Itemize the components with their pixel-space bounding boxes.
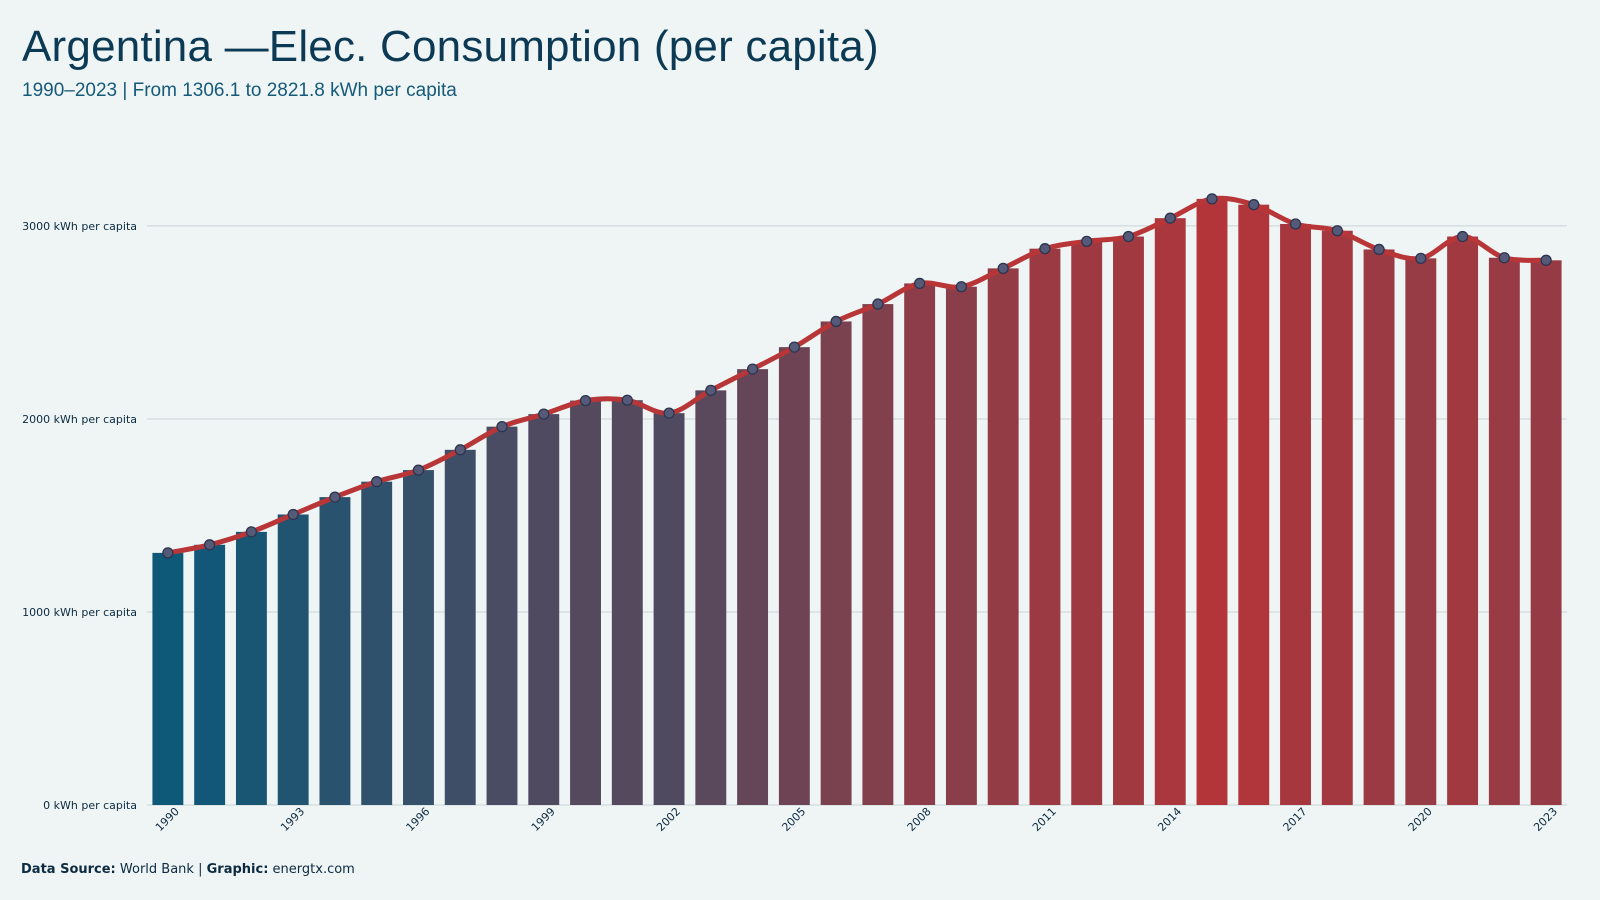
point-1995 <box>371 476 383 488</box>
y-tick-label: 1000 kWh per capita <box>22 606 137 619</box>
bar-2018 <box>1321 230 1353 805</box>
point-2011 <box>1039 243 1051 255</box>
bar-1997 <box>444 449 476 805</box>
bar-2001 <box>611 400 643 805</box>
x-tick-label: 1993 <box>278 805 307 834</box>
bar-1996 <box>403 470 434 805</box>
point-2019 <box>1373 243 1385 256</box>
point-1997 <box>454 444 466 456</box>
bar-1990 <box>152 552 184 805</box>
y-tick-label: 2000 kWh per capita <box>22 413 137 426</box>
point-2021 <box>1456 230 1469 243</box>
chart-subtitle: 1990–2023 | From 1306.1 to 2821.8 kWh pe… <box>22 80 457 101</box>
x-axis: 1990 1993 1996 1999 2002 2005 2008 2011 2014 2017… <box>153 805 1560 834</box>
bar-2017 <box>1280 223 1311 806</box>
point-2014 <box>1164 212 1176 224</box>
bar-2010 <box>987 268 1019 806</box>
bar-2009 <box>945 286 977 805</box>
point-2020 <box>1415 252 1427 264</box>
bar-2006 <box>820 321 852 805</box>
x-tick-label: 2020 <box>1406 805 1435 834</box>
bar-layer <box>152 198 1562 806</box>
bar-2020 <box>1405 258 1437 805</box>
x-tick-label: 2002 <box>654 805 683 834</box>
bar-2016 <box>1238 204 1270 805</box>
point-2002 <box>663 407 675 419</box>
point-2013 <box>1122 230 1135 243</box>
point-1993 <box>287 508 299 521</box>
bar-2021 <box>1447 236 1479 805</box>
bar-1992 <box>235 531 267 805</box>
bar-2000 <box>570 400 601 805</box>
bar-2004 <box>737 369 769 805</box>
x-tick-label: 2014 <box>1155 805 1184 834</box>
point-1996 <box>412 464 425 476</box>
bar-2011 <box>1029 248 1061 806</box>
bar-2019 <box>1363 249 1395 805</box>
point-2009 <box>955 281 968 293</box>
bar-2022 <box>1488 257 1520 805</box>
point-1992 <box>245 526 258 538</box>
point-2023 <box>1540 254 1552 266</box>
bar-1993 <box>277 514 309 805</box>
bar-2015 <box>1196 198 1228 806</box>
x-tick-label: 2017 <box>1281 805 1310 834</box>
point-1999 <box>538 408 550 420</box>
point-2015 <box>1206 193 1218 205</box>
point-2006 <box>830 315 842 328</box>
bar-2005 <box>778 347 810 805</box>
point-1998 <box>496 421 508 433</box>
trend-line <box>165 195 1549 556</box>
x-tick-label: 2011 <box>1030 805 1059 834</box>
y-axis: 0 kWh per capita 1000 kWh per capita 2000 … <box>22 220 137 812</box>
bar-1995 <box>361 481 393 805</box>
point-1991 <box>203 539 216 551</box>
point-2000 <box>579 394 592 407</box>
point-2017 <box>1289 218 1302 230</box>
point-2008 <box>913 277 926 290</box>
bar-2023 <box>1530 260 1562 805</box>
x-tick-label: 1999 <box>529 805 558 834</box>
graphic-value: energtx.com <box>272 862 355 877</box>
y-tick-label: 0 kWh per capita <box>43 799 137 812</box>
bar-1998 <box>486 426 518 805</box>
bar-2007 <box>862 304 894 805</box>
point-2012 <box>1081 235 1093 248</box>
x-tick-label: 1996 <box>404 805 433 834</box>
caption-separator: | <box>198 862 203 877</box>
point-2018 <box>1331 225 1343 237</box>
bar-1991 <box>194 544 226 805</box>
point-2004 <box>746 363 759 375</box>
x-tick-label: 1990 <box>153 805 182 834</box>
bar-1999 <box>528 414 560 805</box>
point-1990 <box>162 547 174 559</box>
source-label: Data Source: <box>21 862 116 877</box>
point-2005 <box>788 341 801 353</box>
bar-2008 <box>904 283 936 805</box>
chart-title: Argentina —Elec. Consumption (per capita… <box>22 22 879 71</box>
point-2007 <box>872 298 884 310</box>
bar-2002 <box>653 413 685 805</box>
x-tick-label: 2008 <box>905 805 934 834</box>
source-value: World Bank <box>119 862 194 877</box>
graphic-label: Graphic: <box>206 862 269 877</box>
point-2010 <box>997 262 1009 275</box>
point-2001 <box>621 394 633 406</box>
bar-2003 <box>695 390 727 805</box>
source-caption: Data Source: World Bank | Graphic: energ… <box>21 862 355 877</box>
bar-2013 <box>1113 236 1144 805</box>
point-2016 <box>1248 199 1260 211</box>
y-tick-label: 3000 kWh per capita <box>22 220 137 233</box>
x-tick-label: 2005 <box>779 805 808 834</box>
bar-2012 <box>1071 241 1103 806</box>
point-1994 <box>329 491 341 503</box>
point-2022 <box>1498 252 1511 264</box>
bar-2014 <box>1154 218 1186 806</box>
point-layer <box>162 193 1552 559</box>
x-tick-label: 2023 <box>1531 805 1560 834</box>
line-layer <box>165 195 1549 556</box>
bar-1994 <box>319 497 351 805</box>
point-2003 <box>705 384 717 397</box>
